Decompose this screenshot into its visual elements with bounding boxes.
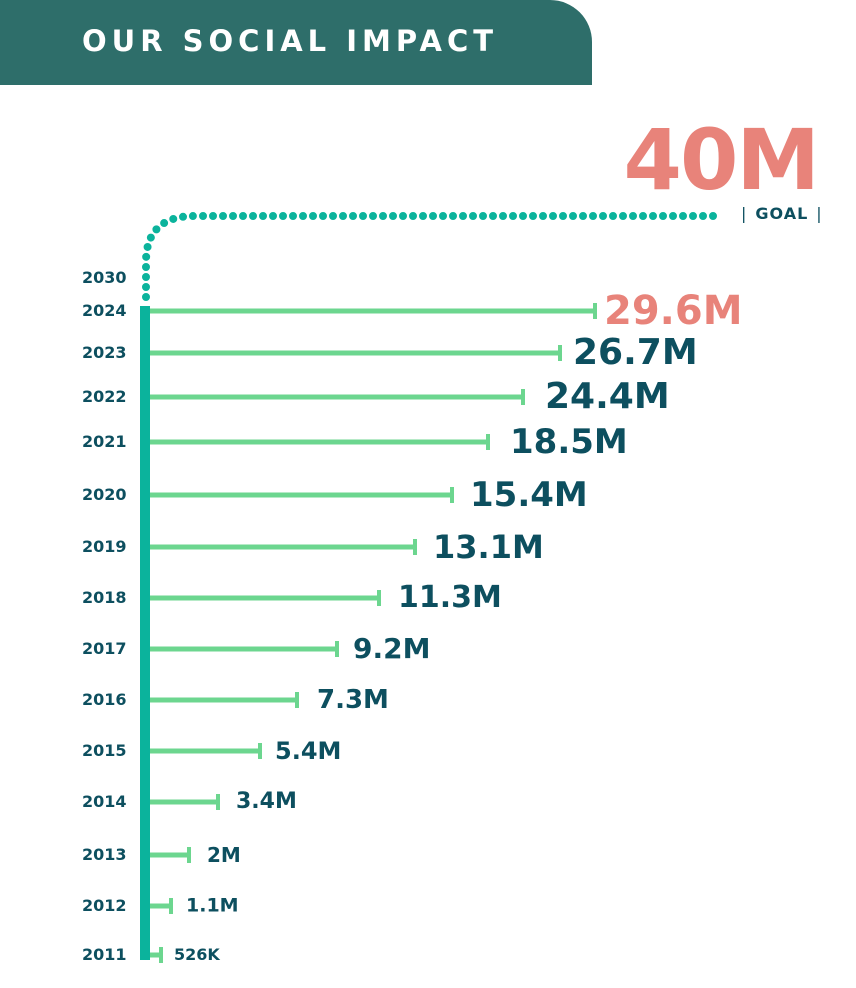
year-label-2015: 2015	[82, 741, 127, 760]
divider: |	[741, 204, 748, 223]
year-label-2020: 2020	[82, 485, 127, 504]
goal-dotted-line	[142, 212, 726, 301]
value-label-2011: 526K	[174, 945, 220, 964]
value-label-2020: 15.4M	[470, 475, 588, 515]
value-label-2019: 13.1M	[433, 528, 544, 566]
header-banner: OUR SOCIAL IMPACT	[0, 0, 592, 85]
value-label-2017: 9.2M	[353, 632, 431, 665]
year-label-2024: 2024	[82, 301, 127, 320]
value-label-2018: 11.3M	[398, 580, 502, 615]
year-label-2023: 2023	[82, 343, 127, 362]
value-label-2024: 29.6M	[604, 288, 743, 334]
value-label-2013: 2M	[207, 843, 241, 867]
goal-value: 40M	[623, 111, 820, 209]
goal-label: GOAL	[755, 204, 809, 223]
value-label-2014: 3.4M	[236, 789, 297, 814]
year-label-2030: 2030	[82, 268, 127, 287]
year-label-2013: 2013	[82, 845, 127, 864]
divider: |	[816, 204, 823, 223]
page-title: OUR SOCIAL IMPACT	[82, 24, 499, 58]
value-label-2021: 18.5M	[510, 422, 628, 462]
value-label-2023: 26.7M	[573, 332, 698, 373]
value-label-2012: 1.1M	[186, 894, 239, 917]
year-label-2016: 2016	[82, 690, 127, 709]
year-label-2021: 2021	[82, 432, 127, 451]
goal-label-group: | GOAL |	[733, 206, 831, 222]
value-label-2016: 7.3M	[317, 685, 389, 715]
year-label-2019: 2019	[82, 537, 127, 556]
year-label-2011: 2011	[82, 945, 127, 964]
year-label-2022: 2022	[82, 387, 127, 406]
year-label-2017: 2017	[82, 639, 127, 658]
timeline-spine	[140, 306, 150, 960]
value-label-2022: 24.4M	[545, 376, 670, 417]
year-label-2014: 2014	[82, 792, 127, 811]
year-label-2012: 2012	[82, 896, 127, 915]
value-label-2015: 5.4M	[275, 737, 342, 765]
year-label-2018: 2018	[82, 588, 127, 607]
